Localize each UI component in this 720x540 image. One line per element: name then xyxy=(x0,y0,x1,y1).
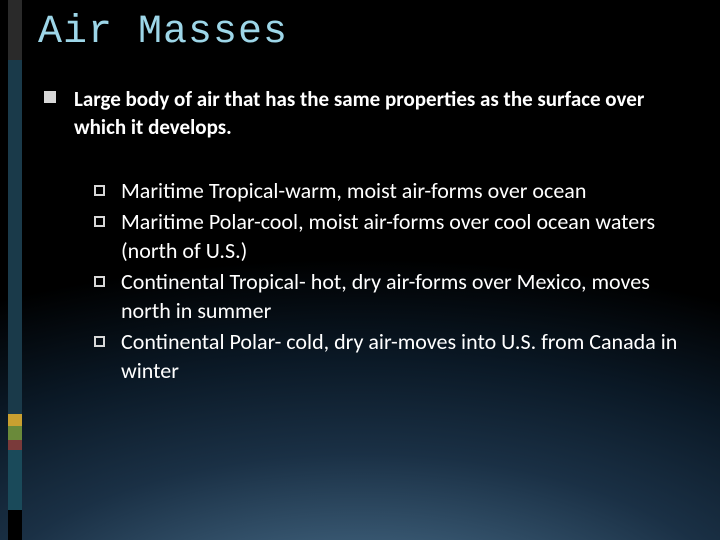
hollow-square-icon xyxy=(94,216,105,227)
list-item: Continental Polar- cold, dry air-moves i… xyxy=(94,327,690,385)
sub-bullet-text: Maritime Tropical-warm, moist air-forms … xyxy=(121,176,586,205)
list-item: Continental Tropical- hot, dry air-forms… xyxy=(94,267,690,325)
hollow-square-icon xyxy=(94,185,105,196)
sub-bullet-text: Maritime Polar-cool, moist air-forms ove… xyxy=(121,207,690,265)
sub-bullet-text: Continental Polar- cold, dry air-moves i… xyxy=(121,327,690,385)
slide: Air Masses Large body of air that has th… xyxy=(0,0,720,540)
main-bullet-text: Large body of air that has the same prop… xyxy=(74,85,690,142)
list-item: Maritime Polar-cool, moist air-forms ove… xyxy=(94,207,690,265)
main-bullet: Large body of air that has the same prop… xyxy=(38,85,690,142)
filled-square-icon xyxy=(44,91,56,103)
slide-content: Air Masses Large body of air that has th… xyxy=(38,10,690,387)
sub-bullet-text: Continental Tropical- hot, dry air-forms… xyxy=(121,267,690,325)
list-item: Maritime Tropical-warm, moist air-forms … xyxy=(94,176,690,205)
hollow-square-icon xyxy=(94,336,105,347)
slide-title: Air Masses xyxy=(38,10,690,55)
hollow-square-icon xyxy=(94,276,105,287)
accent-strip xyxy=(8,0,22,540)
sub-bullet-list: Maritime Tropical-warm, moist air-forms … xyxy=(38,176,690,385)
